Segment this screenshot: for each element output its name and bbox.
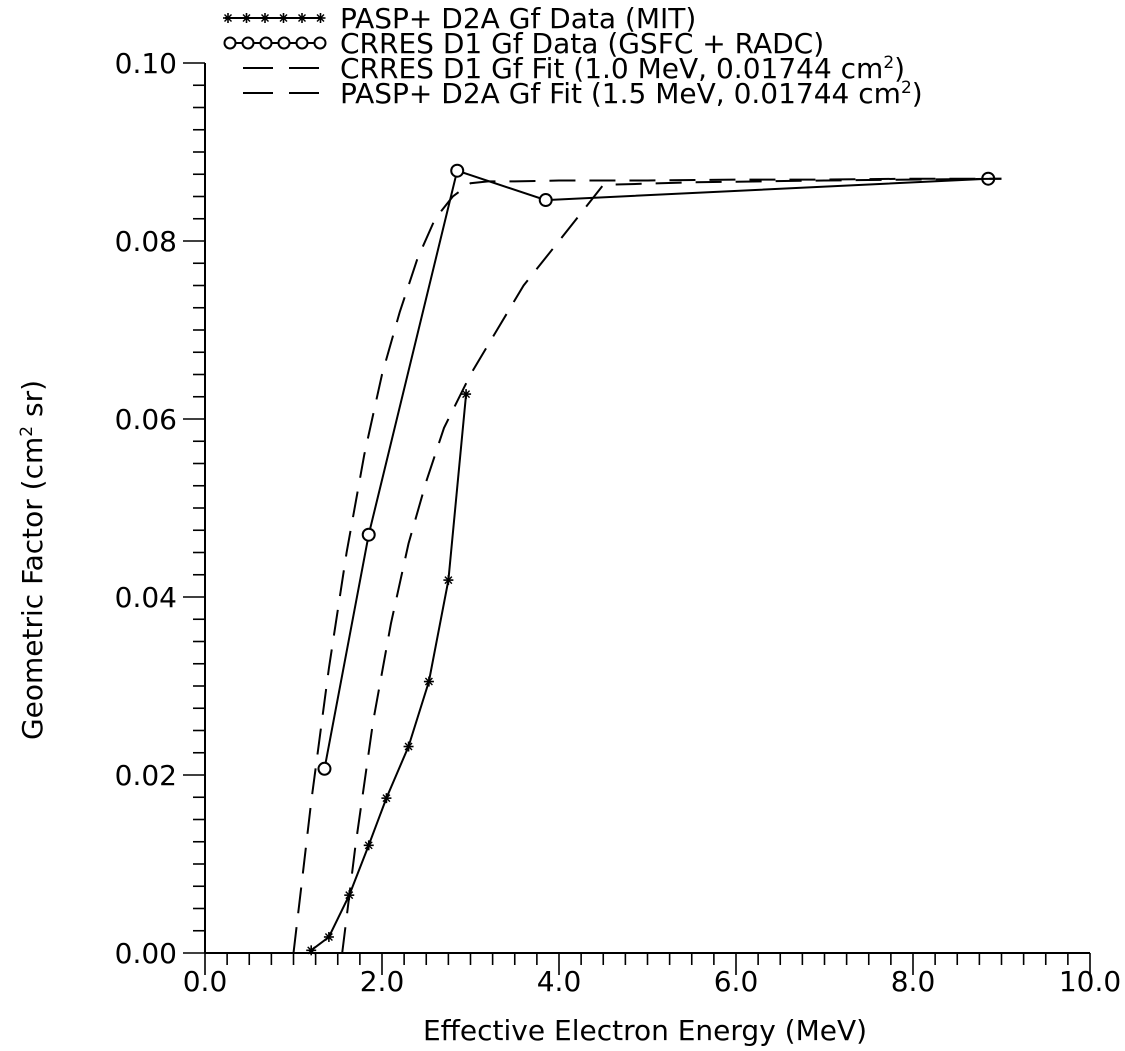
x-tick-label: 6.0 [714, 965, 759, 998]
data-point-star-d2 [324, 932, 333, 941]
legend-marker-star-d2 [242, 14, 251, 22]
data-point-circle [361, 527, 376, 542]
y-tick-label: 0.00 [115, 937, 177, 970]
data-point-circle [450, 163, 465, 178]
series-0 [306, 389, 472, 956]
x-tick-label: 0.0 [183, 965, 228, 998]
legend-label: PASP+ D2A Gf Fit (1.5 MeV, 0.01744 cm2) [340, 77, 923, 110]
y-tick-label: 0.04 [115, 581, 177, 614]
legend-marker-star-d2 [261, 14, 269, 22]
legend-item-0: PASP+ D2A Gf Data (MIT) [223, 2, 696, 35]
legend-marker-circle [241, 36, 255, 50]
data-point-star-d2 [462, 390, 471, 399]
y-axis-label: Geometric Factor (cm2 sr) [16, 380, 49, 740]
legend-marker-circle [295, 36, 309, 50]
data-point-star-d2 [307, 946, 316, 955]
legend-label: CRRES D1 Gf Fit (1.0 MeV, 0.01744 cm2) [340, 52, 905, 85]
series-1 [317, 163, 996, 776]
data-point-circle [317, 761, 332, 776]
axes: 0.0 2.0 4.0 6.0 8.0 10.0 0.00 0.02 0.04 0.06 0.08 0… [115, 47, 1122, 998]
data-point-star-d2 [382, 794, 391, 803]
legend-item-1: CRRES D1 Gf Data (GSFC + RADC) [223, 27, 824, 60]
legend-marker-circle [277, 36, 291, 50]
legend-marker-circle [259, 36, 273, 50]
legend-item-2: CRRES D1 Gf Fit (1.0 MeV, 0.01744 cm2) [243, 52, 905, 85]
legend-marker-circle [223, 36, 237, 50]
series-line-1 [323, 169, 989, 769]
y-tick-label: 0.06 [115, 403, 177, 436]
x-tick-label: 10.0 [1059, 965, 1121, 998]
legend-marker-star-d2 [224, 14, 232, 22]
legend-marker-star-d2 [316, 14, 325, 22]
legend-marker-star-d2 [279, 14, 288, 22]
legend-marker-star-d2 [298, 14, 306, 22]
legend-marker-circle [313, 36, 327, 50]
data-point-star-d2 [444, 576, 453, 585]
y-tick-label: 0.08 [115, 225, 177, 258]
data-point-circle [538, 193, 553, 208]
y-tick-label: 0.02 [115, 759, 177, 792]
data-point-star-d2 [424, 677, 433, 686]
data-point-star-d2 [404, 742, 413, 751]
x-axis-label: Effective Electron Energy (MeV) [423, 1014, 867, 1047]
series-line-0 [310, 394, 468, 952]
x-tick-label: 2.0 [360, 965, 405, 998]
legend: PASP+ D2A Gf Data (MIT)CRRES D1 Gf Data … [223, 2, 923, 110]
legend-item-3: PASP+ D2A Gf Fit (1.5 MeV, 0.01744 cm2) [243, 77, 923, 110]
series-3 [341, 177, 1002, 954]
series-2 [292, 177, 1002, 954]
y-tick-label: 0.10 [115, 47, 177, 80]
data-point-star-d2 [364, 841, 373, 850]
series-layer [292, 163, 1002, 956]
legend-label: CRRES D1 Gf Data (GSFC + RADC) [340, 27, 824, 60]
x-tick-label: 4.0 [537, 965, 582, 998]
x-tick-label: 8.0 [891, 965, 936, 998]
series-line-3 [341, 177, 1002, 954]
series-line-2 [292, 177, 1002, 954]
legend-label: PASP+ D2A Gf Data (MIT) [340, 2, 696, 35]
